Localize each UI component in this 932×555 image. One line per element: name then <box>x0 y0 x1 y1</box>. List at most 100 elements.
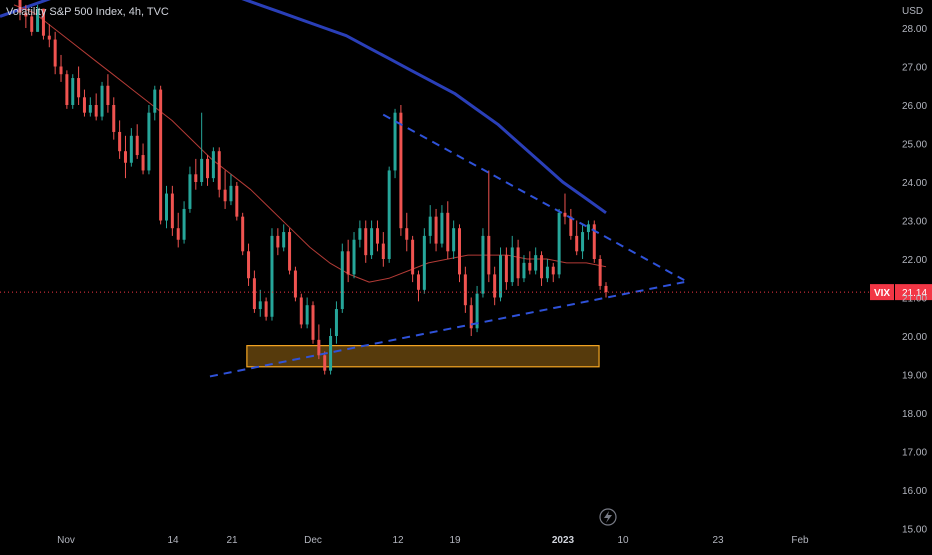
x-tick-label: 14 <box>167 535 179 546</box>
y-tick-label: 24.00 <box>902 178 927 189</box>
candle-body <box>18 0 22 13</box>
lightning-bolt <box>604 511 612 523</box>
candle-body <box>188 174 192 209</box>
candle-body <box>440 212 444 244</box>
x-tick-label: 10 <box>617 535 629 546</box>
candle-body <box>165 193 168 221</box>
symbol-label: VIX <box>874 288 890 299</box>
candle-body <box>71 78 75 105</box>
candle-body <box>270 235 274 317</box>
candle-body <box>311 305 315 340</box>
support-zone <box>246 345 600 368</box>
candle-body <box>581 232 585 252</box>
candle-body <box>123 151 127 163</box>
candle-body <box>387 170 391 259</box>
candle-body <box>94 105 98 117</box>
candle-body <box>135 135 139 156</box>
candle-body <box>299 297 303 325</box>
support-zone-rect <box>246 345 600 368</box>
candle-body <box>100 85 104 117</box>
candle-body <box>176 228 180 240</box>
candle-body <box>147 112 151 171</box>
candle-body <box>235 185 239 217</box>
x-axis[interactable]: Nov 14 21 Dec 12 19 2023 10 23 Feb <box>57 535 809 546</box>
candle-body <box>540 255 544 279</box>
candle-body <box>481 235 485 294</box>
candle-body <box>223 189 227 202</box>
chart-title: Volatility S&P 500 Index, 4h, TVC <box>6 6 169 18</box>
candle-body <box>557 212 561 275</box>
candle-body <box>241 216 245 252</box>
candle-body <box>598 259 602 286</box>
candle-body <box>422 235 426 290</box>
candle-body <box>59 66 63 75</box>
candle-body <box>65 74 69 105</box>
candle-body <box>446 212 450 252</box>
candle-body <box>469 305 473 329</box>
candle-body <box>375 228 379 244</box>
candle-body <box>604 285 608 293</box>
candle-body <box>282 232 286 248</box>
candle-body <box>47 35 51 40</box>
candle-body <box>41 8 45 36</box>
candle-body <box>475 293 479 329</box>
lightning-circle <box>599 508 617 526</box>
candle-body <box>82 97 86 113</box>
candle-body <box>534 255 538 271</box>
candle-body <box>370 228 374 256</box>
y-tick-label: 27.00 <box>902 63 927 74</box>
candle-body <box>434 216 438 244</box>
candle-body <box>206 158 210 179</box>
trendlines <box>209 113 685 378</box>
candle-body <box>200 158 204 182</box>
y-tick-label: 15.00 <box>902 525 927 536</box>
candle-body <box>528 262 532 271</box>
y-tick-label: 16.00 <box>902 486 927 497</box>
candle-body <box>358 228 362 240</box>
candle-body <box>551 266 555 275</box>
y-tick-label: 25.00 <box>902 140 927 151</box>
candle-body <box>305 305 309 325</box>
candle-body <box>170 193 174 229</box>
lightning-icon[interactable] <box>599 508 617 526</box>
candle-body <box>77 78 81 98</box>
currency-label: USD <box>902 6 923 17</box>
candle-body <box>340 251 344 310</box>
candle-body <box>288 232 292 271</box>
candle-body <box>194 174 198 182</box>
candle-body <box>182 208 186 240</box>
candle-body <box>586 224 590 233</box>
candle-body <box>247 251 251 279</box>
y-tick-label: 17.00 <box>902 448 927 459</box>
candle-body <box>276 235 280 248</box>
candle-body <box>346 251 350 275</box>
candle-body <box>293 270 297 298</box>
x-tick-label: 19 <box>449 535 461 546</box>
x-tick-label: Dec <box>304 535 322 546</box>
y-tick-label: 18.00 <box>902 409 927 420</box>
candle-body <box>317 339 321 356</box>
candle-body <box>252 278 256 310</box>
y-tick-label: 26.00 <box>902 101 927 112</box>
y-tick-label: 20.00 <box>902 332 927 343</box>
x-tick-label: Nov <box>57 535 75 546</box>
candle-body <box>141 155 145 171</box>
y-tick-label: 28.00 <box>902 24 927 35</box>
candle-body <box>229 185 233 202</box>
candle-body <box>352 239 356 275</box>
y-tick-label: 22.00 <box>902 255 927 266</box>
candle-body <box>504 255 508 283</box>
last-price-label: 21.14 <box>902 288 927 299</box>
y-axis[interactable]: USD 28.00 27.00 26.00 25.00 24.00 23.00 22.00 21… <box>902 6 927 536</box>
candle-body <box>106 85 110 105</box>
candle-body <box>264 301 268 317</box>
candle-body <box>452 228 456 252</box>
candles <box>18 0 608 375</box>
candle-body <box>118 131 122 152</box>
candle-body <box>153 89 157 113</box>
ma-short-line <box>13 4 607 283</box>
x-tick-label: 23 <box>712 535 724 546</box>
trendline <box>209 281 685 378</box>
